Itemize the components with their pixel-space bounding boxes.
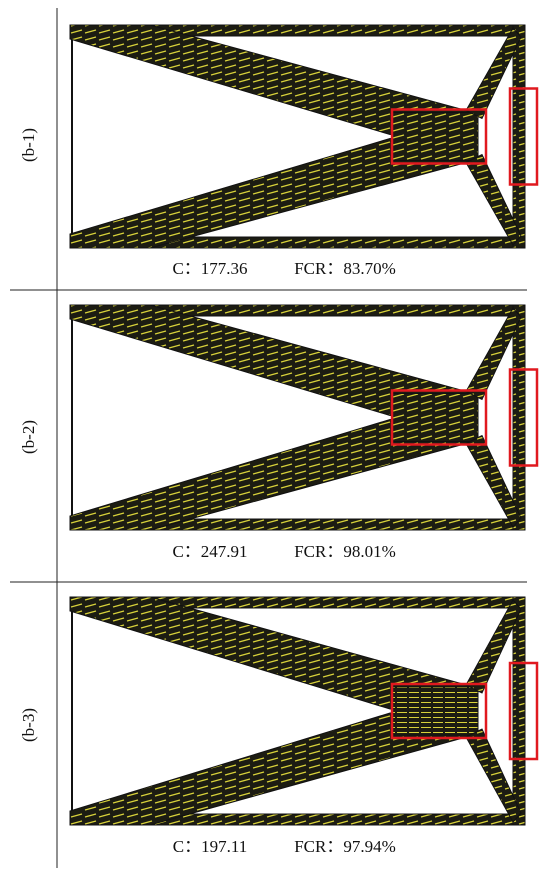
compliance: C：177.36: [172, 259, 247, 278]
highlight: [508, 368, 539, 467]
panel-label: (b-1): [19, 128, 38, 162]
member: [465, 728, 522, 823]
highlight: [390, 682, 488, 740]
highlight: [390, 108, 488, 165]
joint: [391, 112, 479, 161]
fcr: FCR：83.70%: [294, 259, 396, 278]
compliance: C：197.11: [173, 837, 247, 856]
panel-label: (b-2): [19, 420, 38, 454]
member: [465, 27, 522, 120]
joint: [391, 686, 479, 736]
joint: [391, 393, 479, 442]
member: [465, 434, 522, 528]
frame-right: [512, 304, 526, 531]
member: [465, 153, 522, 246]
fcr: FCR：98.01%: [294, 542, 396, 561]
compliance: C：247.91: [172, 542, 247, 561]
frame-right: [512, 596, 526, 826]
panel-label: (b-3): [19, 708, 38, 742]
frame-right: [512, 24, 526, 249]
fcr: FCR：97.94%: [294, 837, 396, 856]
member: [465, 307, 522, 401]
member: [465, 599, 522, 694]
highlight: [508, 87, 539, 186]
highlight: [390, 389, 488, 446]
highlight: [508, 661, 539, 761]
